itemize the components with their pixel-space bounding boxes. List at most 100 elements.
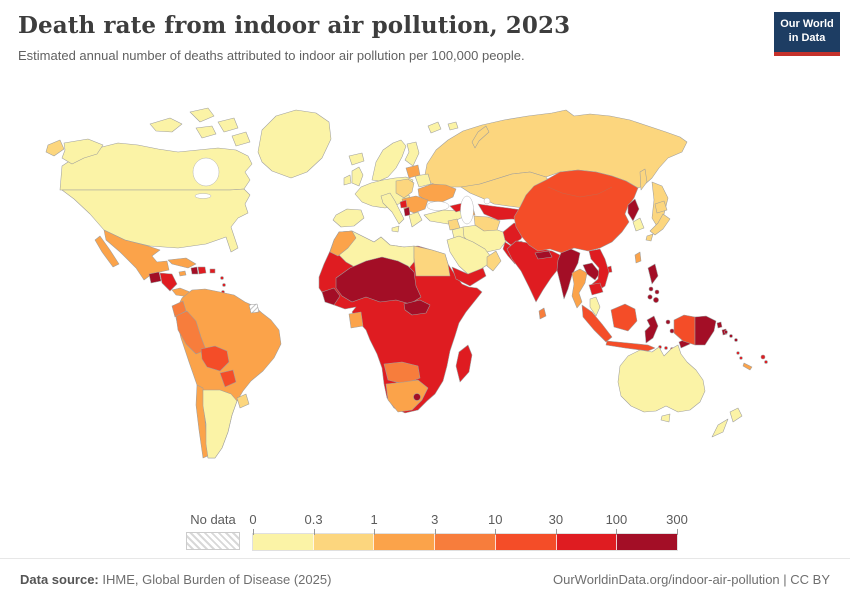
country-argentina[interactable] [202,389,238,459]
country-puerto-rico[interactable] [209,268,216,274]
country-sri-lanka[interactable] [538,307,547,320]
country-lesotho[interactable] [413,393,421,401]
country-bolivia[interactable] [200,345,230,372]
country-west-papua[interactable] [673,314,696,346]
black-sea [426,201,450,211]
legend-bin[interactable] [312,534,374,550]
country-poland-hungary[interactable] [395,178,415,199]
legend-bin[interactable] [494,534,556,550]
country-turkmenistan[interactable] [473,215,501,232]
country-morocco[interactable] [329,230,357,257]
country-bosnia[interactable] [399,199,408,209]
owid-logo[interactable]: Our World in Data [774,12,840,56]
legend-tick-mark [495,529,497,535]
legend-tick-label: 30 [548,512,564,527]
country-cuba[interactable] [167,257,197,269]
country-ukraine[interactable] [417,183,457,203]
country-oman[interactable] [486,250,502,272]
legend-bin[interactable] [253,534,313,550]
country-albania[interactable] [403,206,411,217]
country-alaska[interactable] [61,138,104,165]
country-guatemala[interactable] [148,271,162,284]
caspian-sea [460,195,474,225]
country-haiti[interactable] [190,266,199,275]
hudson-bay [192,157,220,187]
country-papua-new-guinea[interactable] [694,315,728,346]
country-greenland[interactable] [257,109,332,179]
legend-tick-label: 3 [431,512,439,527]
country-thailand[interactable] [571,268,588,309]
country-guinea-coast[interactable] [321,287,341,306]
country-baltics[interactable] [405,164,421,179]
country-madagascar[interactable] [455,344,473,383]
mongolia-border [547,186,613,198]
country-central-african-republic[interactable] [403,299,431,316]
country-antilles[interactable] [220,276,226,294]
country-borneo[interactable] [610,303,638,332]
country-uruguay[interactable] [236,393,250,409]
country-fiji[interactable] [760,354,768,364]
country-vanuatu[interactable] [736,351,743,360]
country-paraguay[interactable] [219,369,237,388]
country-new-zealand[interactable] [711,407,743,438]
country-cambodia[interactable] [588,282,604,296]
chart-subtitle: Estimated annual number of deaths attrib… [18,47,525,63]
country-chukotka-wrap[interactable] [45,139,65,157]
country-belarus[interactable] [414,173,432,188]
legend-tick-mark [434,529,436,535]
owid-url-link[interactable]: OurWorldinData.org/indoor-air-pollution … [553,572,830,587]
country-dominican-republic[interactable] [197,266,207,275]
country-sahel[interactable] [335,256,422,305]
chart-footer: Data source: IHME, Global Burden of Dise… [0,558,850,600]
country-ecuador[interactable] [171,300,187,318]
country-suriname[interactable] [248,303,260,314]
country-italy[interactable] [380,192,405,233]
country-new-caledonia[interactable] [742,362,753,371]
country-novaya-zemlya[interactable] [471,125,490,149]
country-australia[interactable] [617,344,706,413]
country-gabon[interactable] [348,311,364,329]
country-myanmar[interactable] [556,248,581,300]
country-mexico[interactable] [94,229,170,281]
legend-tick-label: 300 [666,512,688,527]
country-tasmania[interactable] [660,413,671,423]
data-source-line: Data source: IHME, Global Burden of Dise… [20,572,331,587]
legend-bin[interactable] [616,534,678,550]
country-malay-peninsula[interactable] [589,296,601,317]
map-legend: No data 0 0.3 1 3 10 30 100 300 [186,512,688,551]
country-taiwan[interactable] [634,251,642,264]
country-philippines[interactable] [647,263,659,285]
country-jamaica[interactable] [178,270,187,277]
country-uk-ireland[interactable] [343,166,364,187]
no-data-swatch[interactable] [186,532,240,550]
country-philippines-islands[interactable] [647,286,660,303]
country-solomon-islands[interactable] [724,330,738,342]
country-arctic-islands[interactable] [149,107,251,147]
country-south-africa[interactable] [385,379,429,413]
country-sulawesi[interactable] [644,315,659,344]
country-nepal[interactable] [534,250,553,260]
country-yemen[interactable] [451,266,487,287]
legend-bin[interactable] [434,534,495,550]
country-laos[interactable] [582,262,601,281]
country-java[interactable] [605,340,656,352]
country-south-korea[interactable] [632,217,645,232]
country-north-korea[interactable] [627,198,640,222]
country-usa[interactable] [61,188,251,253]
country-svalbard[interactable] [427,121,459,134]
country-honduras-nicaragua[interactable] [159,272,178,292]
world-map [45,107,768,459]
legend-bin[interactable] [373,534,435,550]
country-sakhalin[interactable] [639,168,648,191]
country-sumatra[interactable] [581,304,613,343]
country-greece[interactable] [408,211,423,228]
legend-bin[interactable] [555,534,617,550]
no-data-label: No data [190,512,236,527]
country-iberia[interactable] [332,208,365,228]
country-egypt[interactable] [413,245,451,277]
country-japan[interactable] [645,200,671,242]
country-iceland[interactable] [348,152,365,166]
country-china-mongolia[interactable] [513,169,639,254]
country-namibia-botswana[interactable] [383,361,421,385]
